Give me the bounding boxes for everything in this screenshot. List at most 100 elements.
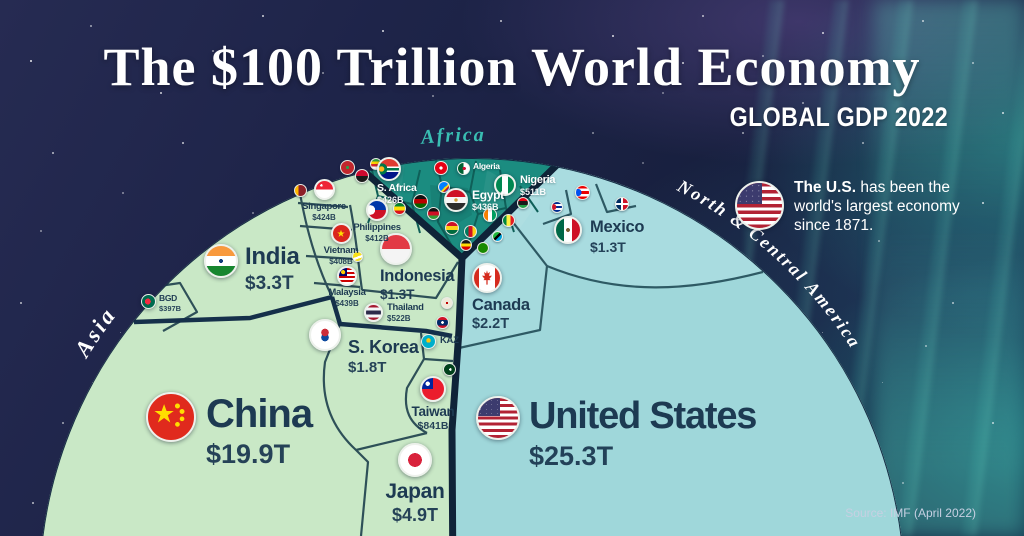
canada-flag-icon <box>472 263 502 293</box>
country-gdp: $1.3T <box>590 238 626 255</box>
country-name: Taiwan <box>411 404 455 419</box>
country-gdp: $424B <box>312 212 336 222</box>
star-glyph <box>337 229 345 237</box>
asia-mini-flag-icon <box>441 297 453 309</box>
country-name: Thailand <box>387 302 424 313</box>
country-gdp: $439B <box>335 298 359 308</box>
algeria-flag-icon <box>457 162 470 175</box>
country-cell-canada: Canada $2.2T <box>472 263 530 331</box>
country-cell-bangladesh: BGD $397B <box>141 294 181 312</box>
country-name: KAZ <box>440 335 459 346</box>
country-cell-nigeria: Nigeria $511B <box>494 174 556 197</box>
country-cell-philippines: Philippines $412B <box>348 199 406 243</box>
country-gdp: $397B <box>159 303 182 313</box>
egypt-flag-icon <box>444 188 468 212</box>
country-cell-kazakhstan: KAZ <box>421 334 459 349</box>
source-credit: Source: IMF (April 2022) <box>845 506 976 520</box>
country-cell-s-africa: S. Africa $426B <box>377 157 417 205</box>
bangladesh-flag-icon <box>141 294 156 309</box>
country-gdp: $1.3T <box>380 286 415 302</box>
page-subtitle: GLOBAL GDP 2022 <box>729 102 948 132</box>
malaysia-flag-icon <box>337 266 357 286</box>
country-cell-united-states: United States $25.3T <box>476 396 757 471</box>
country-cell-egypt: Egypt $436B <box>444 188 504 212</box>
africa-mini-flag-icon <box>477 242 489 254</box>
annotation-text: has been the world's largest economy sin… <box>794 179 960 235</box>
country-cell-algeria: Algeria <box>457 162 500 175</box>
nigeria-flag-icon <box>494 174 516 196</box>
asia-mini-flag-icon <box>436 316 449 329</box>
country-name: S. Korea <box>348 337 419 357</box>
africa-mini-flag-icon <box>427 207 440 220</box>
thailand-flag-icon <box>364 303 383 322</box>
caribbean-mini-flag-icon <box>575 185 590 200</box>
africa-mini-flag-icon <box>445 221 459 235</box>
africa-mini-flag-icon <box>438 181 450 193</box>
country-name: Japan <box>385 480 445 503</box>
country-name: Malaysia <box>328 287 366 298</box>
kazakhstan-flag-icon <box>421 334 436 349</box>
s-korea-flag-icon <box>309 319 341 351</box>
star-glyph <box>154 404 174 423</box>
annotation-lead: The U.S. <box>794 179 857 196</box>
country-name: Singapore <box>302 201 346 212</box>
country-gdp: $1.8T <box>348 359 387 376</box>
country-name: Egypt <box>472 188 504 202</box>
singapore-flag-icon <box>313 179 335 200</box>
china-flag-icon <box>146 392 196 442</box>
country-gdp: $412B <box>365 233 389 243</box>
africa-mini-flag-icon <box>413 194 428 209</box>
africa-mini-flag-icon <box>460 239 472 251</box>
s-africa-flag-icon <box>377 157 401 181</box>
country-gdp: $25.3T <box>529 441 614 471</box>
region-label-africa: Africa <box>418 124 486 149</box>
country-gdp: $841B <box>417 419 449 432</box>
country-cell-thailand: Thailand $522B <box>364 303 424 323</box>
mexico-flag-icon <box>554 216 582 244</box>
country-name: Indonesia <box>380 267 455 285</box>
maple-leaf-glyph <box>482 270 492 285</box>
country-name: Canada <box>472 296 530 314</box>
country-name: Nigeria <box>520 174 556 186</box>
country-gdp: $436B <box>472 202 499 212</box>
us-note-flag-icon <box>735 181 784 230</box>
country-gdp: $3.3T <box>245 273 294 294</box>
country-name: Mexico <box>590 218 645 236</box>
us-canton-glyph <box>478 398 500 417</box>
asia-mini-flag-icon <box>443 363 456 376</box>
country-name: Philippines <box>353 222 401 233</box>
country-gdp: $19.9T <box>206 439 291 469</box>
country-gdp: $522B <box>387 313 411 323</box>
country-name: India <box>245 243 300 270</box>
major-cell-borders <box>133 294 453 339</box>
country-cell-s-korea: S. Korea $1.8T <box>309 319 419 375</box>
asia-mini-flag-icon <box>294 184 307 197</box>
africa-mini-flag-icon <box>340 160 355 175</box>
country-name: Algeria <box>473 161 500 171</box>
country-cell-japan: Japan $4.9T <box>376 443 454 524</box>
country-cell-vietnam: Vietnam $408B <box>314 223 368 266</box>
us-canton-glyph <box>737 183 762 204</box>
caribbean-mini-flag-icon <box>551 201 563 213</box>
country-name: Vietnam <box>323 245 359 256</box>
country-cell-malaysia: Malaysia $439B <box>322 266 372 308</box>
africa-mini-flag-icon <box>434 161 448 175</box>
africa-mini-flag-icon <box>464 225 477 238</box>
africa-mini-flag-icon <box>355 169 369 183</box>
country-gdp: $426B <box>377 194 404 205</box>
country-cell-india: India $3.3T <box>204 244 300 293</box>
country-name: China <box>206 392 313 436</box>
philippines-flag-icon <box>366 199 388 221</box>
mexico-cell-shape <box>505 158 763 288</box>
africa-mini-flag-icon <box>517 197 529 209</box>
caribbean-mini-flag-icon <box>615 197 629 211</box>
country-name: S. Africa <box>377 182 417 194</box>
africa-mini-flag-icon <box>483 208 497 222</box>
india-flag-icon <box>204 244 238 278</box>
country-cell-china: China $19.9T <box>146 392 313 469</box>
us-annotation: The U.S. has been the world's largest ec… <box>794 178 970 236</box>
country-name: BGD <box>159 293 177 303</box>
country-cell-indonesia: Indonesia $1.3T <box>380 233 455 302</box>
africa-mini-flag-icon <box>393 202 406 215</box>
